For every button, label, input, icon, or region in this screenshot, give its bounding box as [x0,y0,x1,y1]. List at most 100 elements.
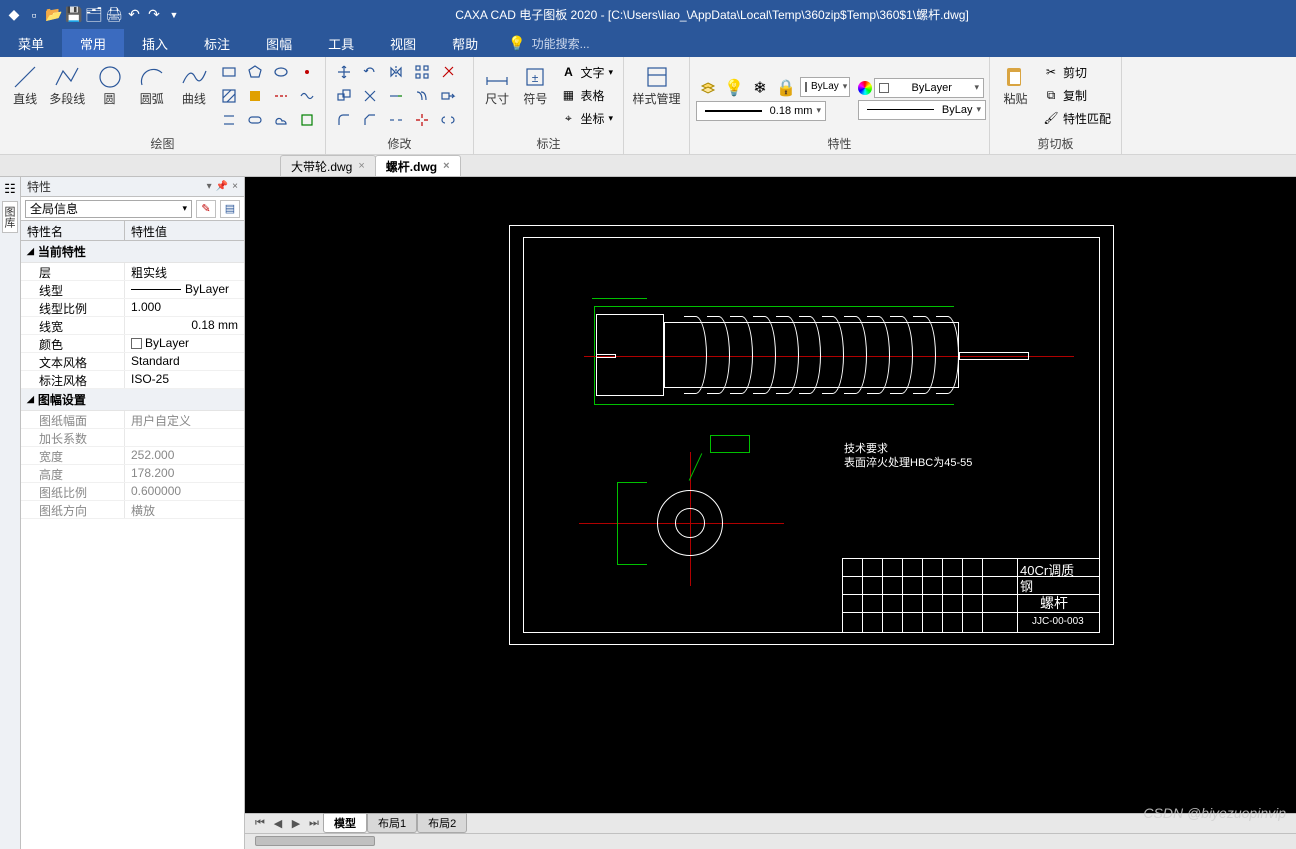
open-icon[interactable]: 📂 [46,7,62,23]
layer-icon[interactable] [696,77,720,99]
rect-button[interactable] [217,61,241,83]
scroll-thumb[interactable] [255,836,375,846]
undo-icon[interactable]: ↶ [126,7,142,23]
doc-tab-1[interactable]: 大带轮.dwg× [280,155,376,176]
layer-lock-icon[interactable]: 🔒 [774,77,798,99]
drawing-canvas[interactable]: 技术要求表面淬火处理HBC为45-5540Cr调质钢螺杆JJC-00-003 [245,177,1296,813]
menu-view[interactable]: 视图 [372,29,434,57]
arc-button[interactable]: 圆弧 [133,61,171,106]
fill-button[interactable] [243,85,267,107]
horizontal-scrollbar[interactable] [245,833,1296,849]
join-button[interactable] [436,109,460,131]
props-tool-2[interactable]: ▤ [220,200,240,218]
menu-help[interactable]: 帮助 [434,29,496,57]
prop-row[interactable]: 加长系数 [21,429,244,447]
tab-prev-icon[interactable]: ◀ [269,817,287,830]
dimension-button[interactable]: 尺寸 [480,61,514,106]
spline-button[interactable]: 曲线 [175,61,213,106]
prop-row[interactable]: 高度178.200 [21,465,244,483]
layout-tab-1[interactable]: 布局1 [367,813,417,833]
explode-button[interactable] [410,109,434,131]
line-button[interactable]: 直线 [6,61,44,106]
paste-button[interactable]: 粘贴 [996,61,1035,106]
menu-common[interactable]: 常用 [62,29,124,57]
point-button[interactable] [295,61,319,83]
table-button[interactable]: ▦表格 [556,84,617,106]
extend-button[interactable] [384,85,408,107]
prop-row[interactable]: 宽度252.000 [21,447,244,465]
new-icon[interactable]: ▫ [26,7,42,23]
chamfer-button[interactable] [358,109,382,131]
polygon-button[interactable] [243,61,267,83]
close-icon[interactable]: × [358,160,364,172]
layout-tab-model[interactable]: 模型 [323,813,367,833]
array-button[interactable] [410,61,434,83]
symbol-button[interactable]: ± 符号 [518,61,552,106]
tab-next-icon[interactable]: ▶ [287,817,305,830]
prop-section[interactable]: ◢图幅设置 [21,389,244,411]
prop-row[interactable]: 图纸方向横放 [21,501,244,519]
prop-row[interactable]: 图纸比例0.600000 [21,483,244,501]
offset-button[interactable] [410,85,434,107]
tab-first-icon[interactable]: ⏮ [251,817,269,830]
close-icon[interactable]: × [443,160,449,172]
style-manager-button[interactable]: 样式管理 [630,61,683,106]
prop-row[interactable]: 层粗实线 [21,263,244,281]
menu-annotate[interactable]: 标注 [186,29,248,57]
linetype-combo[interactable]: ByLay▾ [858,100,986,120]
color-wheel-icon[interactable] [858,81,872,95]
block-button[interactable] [295,109,319,131]
prop-row[interactable]: 颜色ByLayer [21,335,244,353]
cloud-button[interactable] [269,109,293,131]
layer-freeze-icon[interactable]: ❄ [748,77,772,99]
prop-row[interactable]: 线宽0.18 mm [21,317,244,335]
saveall-icon[interactable]: 🗂 [86,7,102,23]
text-button[interactable]: A文字▾ [556,61,617,83]
slot-button[interactable] [243,109,267,131]
hatch-button[interactable] [217,85,241,107]
erase-button[interactable] [436,61,460,83]
layout-tab-2[interactable]: 布局2 [417,813,467,833]
rotate-button[interactable] [358,61,382,83]
menu-insert[interactable]: 插入 [124,29,186,57]
layer-combo[interactable]: ByLay▾ [800,77,850,97]
ribbon-search[interactable]: 💡 功能搜索... [508,29,589,57]
color-combo[interactable]: ByLayer▾ [874,78,984,98]
dock-tab-library[interactable]: 图库 [2,201,18,233]
pin-icon[interactable]: 📌 [216,181,228,192]
polyline-button[interactable]: 多段线 [48,61,86,106]
circle-button[interactable]: 圆 [90,61,128,106]
panel-menu-icon[interactable]: ▾ [207,181,212,192]
copy-button[interactable]: ⧉复制 [1039,84,1115,106]
coord-button[interactable]: ⌖坐标▾ [556,107,617,129]
prop-section[interactable]: ◢当前特性 [21,241,244,263]
stretch-button[interactable] [436,85,460,107]
linewidth-combo[interactable]: 0.18 mm▾ [696,101,826,121]
prop-row[interactable]: 图纸幅面用户自定义 [21,411,244,429]
parallel-button[interactable] [217,109,241,131]
dock-icon[interactable]: ☷ [4,181,16,197]
trim-button[interactable] [358,85,382,107]
properties-selector[interactable]: 全局信息▾ [25,200,192,218]
wave-button[interactable] [295,85,319,107]
cut-button[interactable]: ✂剪切 [1039,61,1115,83]
prop-row[interactable]: 标注风格ISO-25 [21,371,244,389]
matchprop-button[interactable]: 🖌特性匹配 [1039,107,1115,129]
tab-last-icon[interactable]: ⏭ [305,817,323,830]
menu-tools[interactable]: 工具 [310,29,372,57]
print-icon[interactable]: 🖨 [106,7,122,23]
scale-button[interactable] [332,85,356,107]
prop-row[interactable]: 文本风格Standard [21,353,244,371]
redo-icon[interactable]: ↷ [146,7,162,23]
break-button[interactable] [384,109,408,131]
ellipse-button[interactable] [269,61,293,83]
mirror-button[interactable] [384,61,408,83]
centerline-button[interactable] [269,85,293,107]
doc-tab-2[interactable]: 螺杆.dwg× [375,155,461,176]
props-tool-1[interactable]: ✎ [196,200,216,218]
save-icon[interactable]: 💾 [66,7,82,23]
layer-vis-icon[interactable]: 💡 [722,77,746,99]
prop-row[interactable]: 线型比例1.000 [21,299,244,317]
menu-frame[interactable]: 图幅 [248,29,310,57]
qat-more-icon[interactable]: ▼ [166,7,182,23]
